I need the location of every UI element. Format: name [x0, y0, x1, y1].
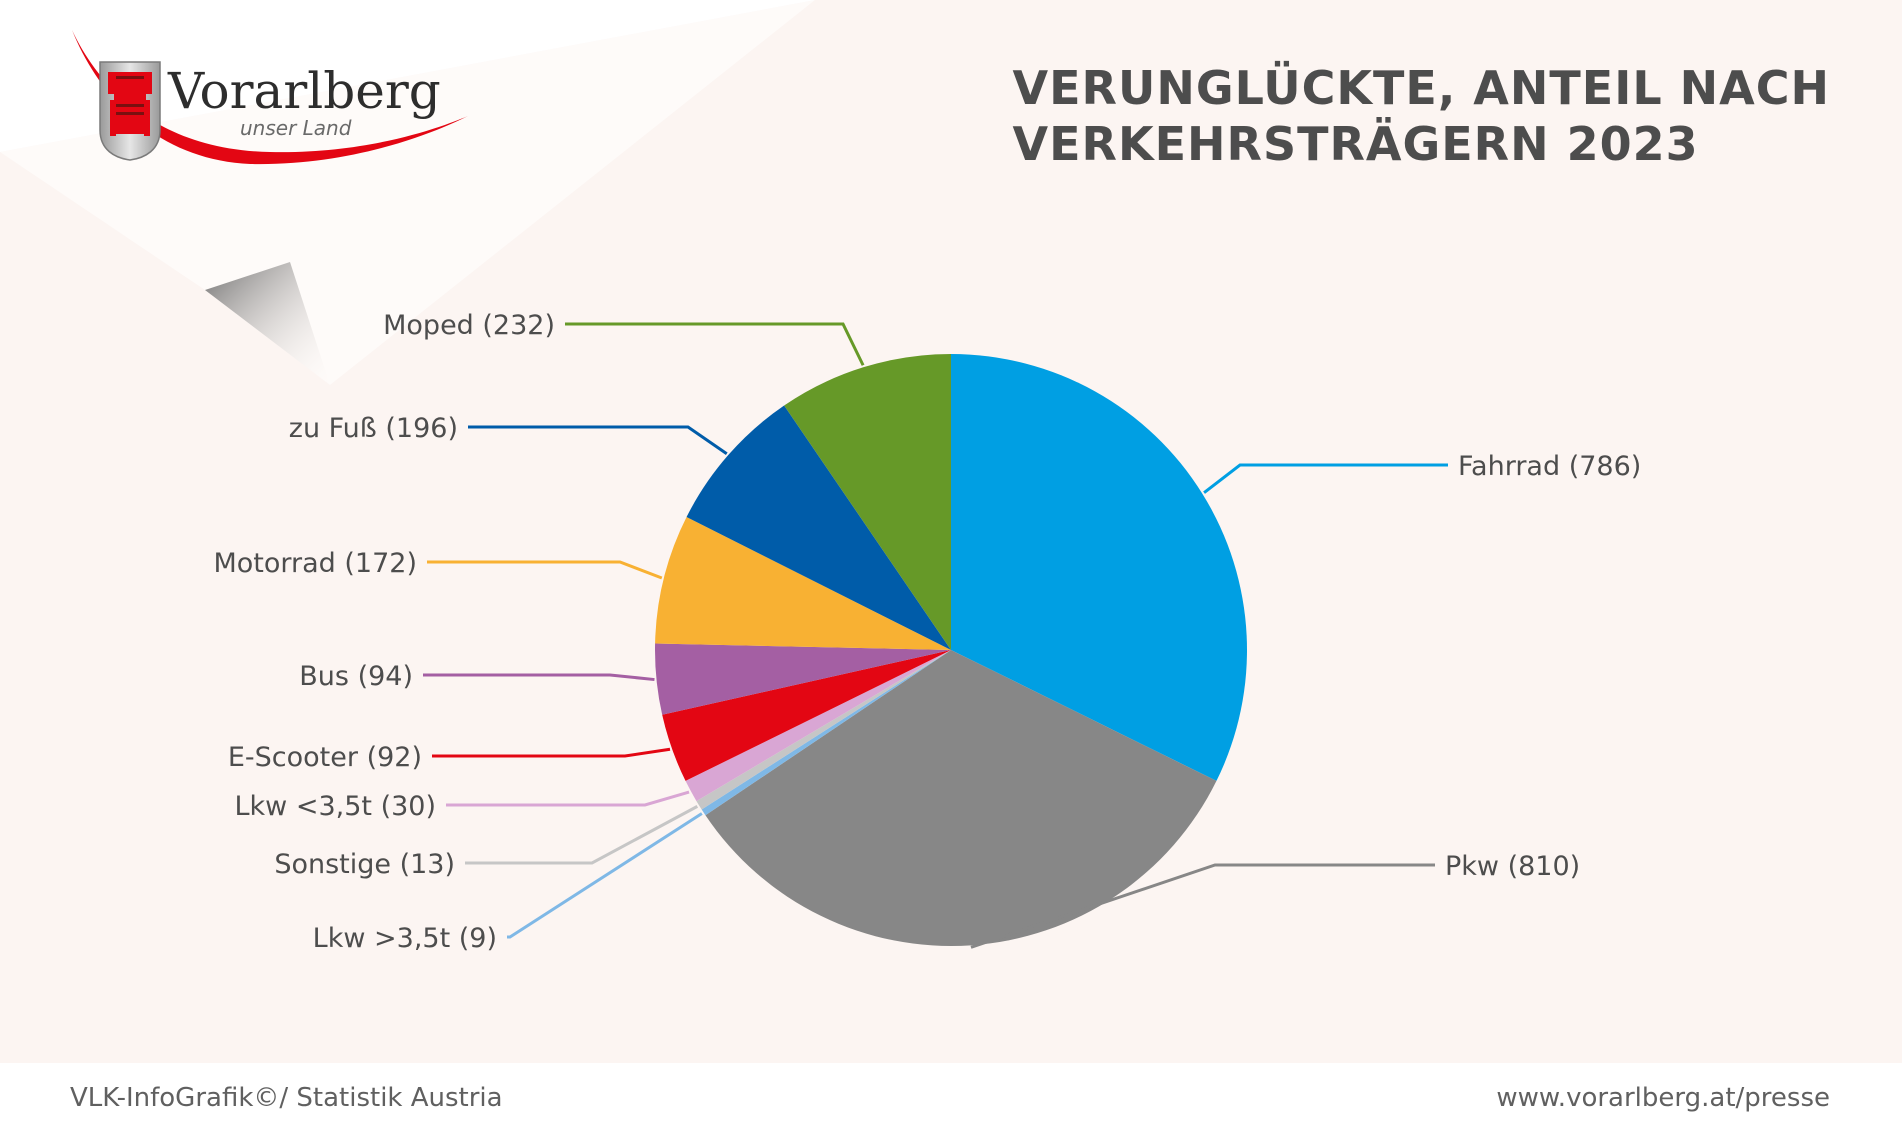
leader-line: [970, 863, 1435, 949]
pie-slice-moped: [784, 354, 951, 650]
slice-label: Pkw (810): [1445, 851, 1580, 882]
leader-line: [507, 812, 703, 939]
banner-red-icon: [108, 72, 152, 94]
pie-slice-lkw-3-5t: [685, 650, 951, 802]
footer-bar: [0, 1063, 1902, 1134]
slice-label: zu Fuß (196): [289, 413, 458, 444]
pie-slice-zu-fu-: [686, 405, 951, 650]
footer-source: VLK-InfoGrafik©/ Statistik Austria: [70, 1083, 503, 1113]
leader-line: [446, 790, 690, 807]
chart-title-line1: VERUNGLÜCKTE, ANTEIL NACH: [1012, 61, 1830, 115]
leader-line: [465, 805, 699, 865]
leader-line: [423, 673, 655, 682]
leader-line: [565, 322, 865, 366]
slice-label: E-Scooter (92): [228, 742, 422, 773]
slice-label: Lkw <3,5t (30): [235, 791, 437, 822]
logo-red-swoosh: [72, 30, 468, 165]
leader-line: [1203, 463, 1448, 494]
header-white-panel-lower: [0, 0, 815, 385]
vorarlberg-logo: [72, 30, 468, 165]
chart-title: VERUNGLÜCKTE, ANTEIL NACH VERKEHRSTRÄGER…: [1013, 60, 1830, 172]
chart-title-line2: VERKEHRSTRÄGERN 2023: [1012, 117, 1699, 171]
pie-slice-pkw: [705, 650, 1217, 946]
slice-label: Moped (232): [383, 310, 555, 341]
brand-subtitle: unser Land: [240, 116, 352, 140]
footer-url[interactable]: www.vorarlberg.at/presse: [1496, 1083, 1830, 1113]
decorative-wedge: [205, 262, 330, 385]
leader-lines: [423, 322, 1448, 949]
pie-slice-motorrad: [655, 517, 951, 650]
slice-labels: Fahrrad (786) Pkw (810) Lkw >3,5t (9) Sonst…: [213, 310, 1641, 954]
brand-name: Vorarlberg: [168, 62, 441, 120]
pie-slice-bus: [655, 643, 951, 715]
pie-slice-sonstige: [696, 650, 951, 810]
pie-slice-fahrrad: [951, 354, 1247, 781]
pie-chart: [655, 354, 1247, 946]
slice-label: Motorrad (172): [213, 548, 417, 579]
leader-line: [468, 425, 728, 455]
leader-line: [432, 747, 671, 758]
slice-label: Bus (94): [299, 661, 413, 692]
slice-label: Sonstige (13): [274, 849, 455, 880]
pie-slice-e-scooter: [662, 650, 951, 781]
pie-slice-lkw-3-5t: [701, 650, 951, 816]
slice-label: Fahrrad (786): [1458, 451, 1641, 482]
leader-line: [427, 560, 663, 580]
slice-label: Lkw >3,5t (9): [313, 923, 497, 954]
